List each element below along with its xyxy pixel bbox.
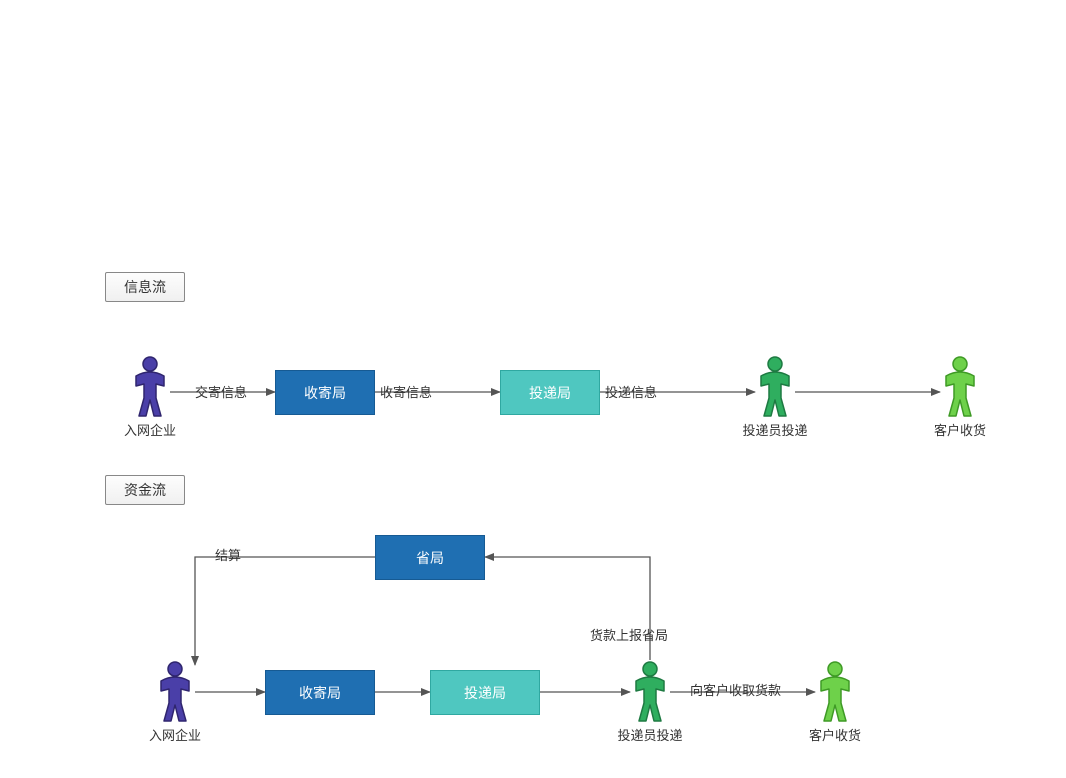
box-info-b2: 投递局 [500,370,600,415]
section-label-fund: 资金流 [105,475,185,505]
fund-arrow-1-label: 货款上报省局 [590,625,668,644]
box-info-b1: 收寄局 [275,370,375,415]
info-arrow-1-label: 收寄信息 [380,382,432,401]
person-info-p2-label: 投递员投递 [740,420,810,439]
person-fund-p2-label: 投递员投递 [615,725,685,744]
fund-arrow-0-label: 结算 [215,545,241,564]
person-info-p2 [761,357,789,416]
fund-arrow-5-label: 向客户收取货款 [690,680,781,699]
box-fund-b_recv-text: 收寄局 [299,683,341,703]
person-info-p3-label: 客户收货 [932,420,988,439]
person-info-p1-label: 入网企业 [122,420,178,439]
info-arrow-2-label: 投递信息 [605,382,657,401]
section-label-fund-text: 资金流 [124,480,166,500]
box-fund-b_deliv: 投递局 [430,670,540,715]
box-fund-b_recv: 收寄局 [265,670,375,715]
person-fund-p1-label: 入网企业 [147,725,203,744]
person-fund-p3 [821,662,849,721]
diagram-canvas: 信息流 资金流 收寄局投递局省局收寄局投递局 入网企业投递员投递客户收货交寄信息… [0,0,1066,778]
box-info-b2-text: 投递局 [529,383,571,403]
section-label-info: 信息流 [105,272,185,302]
box-info-b1-text: 收寄局 [304,383,346,403]
section-label-info-text: 信息流 [124,277,166,297]
fund-arrow-1 [485,557,650,660]
info-arrow-0-label: 交寄信息 [195,382,247,401]
person-fund-p2 [636,662,664,721]
person-info-p3 [946,357,974,416]
person-fund-p3-label: 客户收货 [807,725,863,744]
box-fund-b_prov-text: 省局 [416,548,444,568]
person-fund-p1 [161,662,189,721]
fund-arrow-0 [195,557,375,665]
box-fund-b_deliv-text: 投递局 [464,683,506,703]
person-info-p1 [136,357,164,416]
box-fund-b_prov: 省局 [375,535,485,580]
